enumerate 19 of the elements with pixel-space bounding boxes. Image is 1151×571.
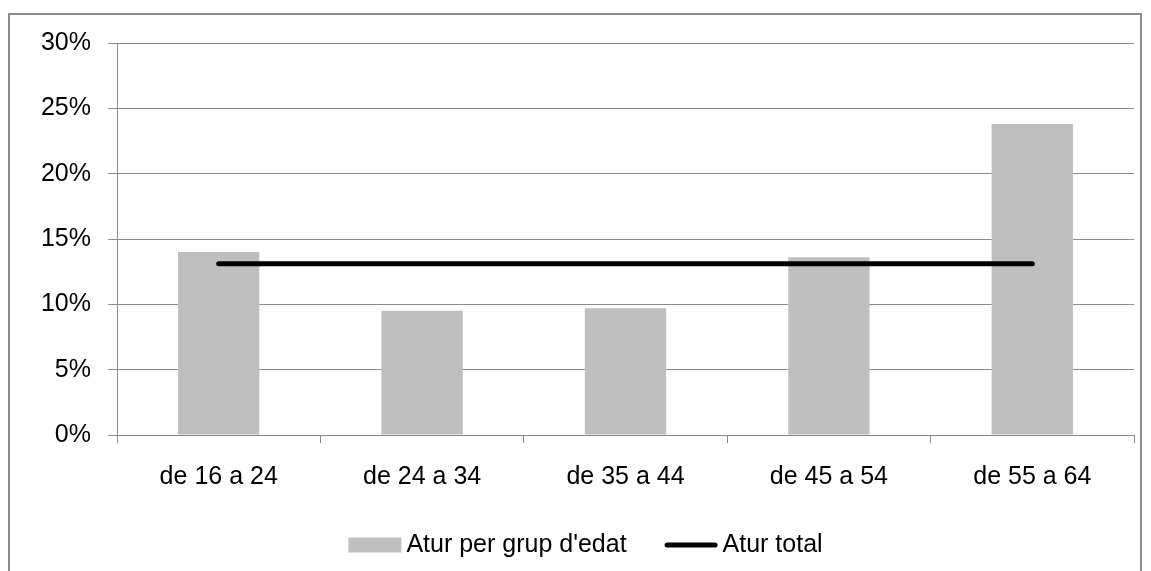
bar <box>991 124 1073 435</box>
bar <box>584 308 667 435</box>
y-tick-label: 0% <box>54 418 91 447</box>
x-tick-label: de 24 a 34 <box>363 460 482 489</box>
legend-label: Atur total <box>722 528 823 557</box>
x-tick-label: de 35 a 44 <box>566 460 685 489</box>
y-tick-label: 25% <box>40 92 91 121</box>
x-tick-label: de 16 a 24 <box>159 460 278 489</box>
legend-label: Atur per grup d'edat <box>406 528 627 557</box>
y-tick-label: 30% <box>40 26 91 55</box>
bar <box>381 310 463 435</box>
bar <box>788 257 870 435</box>
bar <box>178 252 260 435</box>
y-tick-label: 10% <box>40 288 91 317</box>
y-tick-label: 5% <box>54 353 91 382</box>
y-tick-label: 15% <box>40 222 91 251</box>
x-tick-label: de 55 a 64 <box>973 460 1092 489</box>
y-tick-label: 20% <box>40 157 91 186</box>
x-tick-label: de 45 a 54 <box>769 460 889 489</box>
